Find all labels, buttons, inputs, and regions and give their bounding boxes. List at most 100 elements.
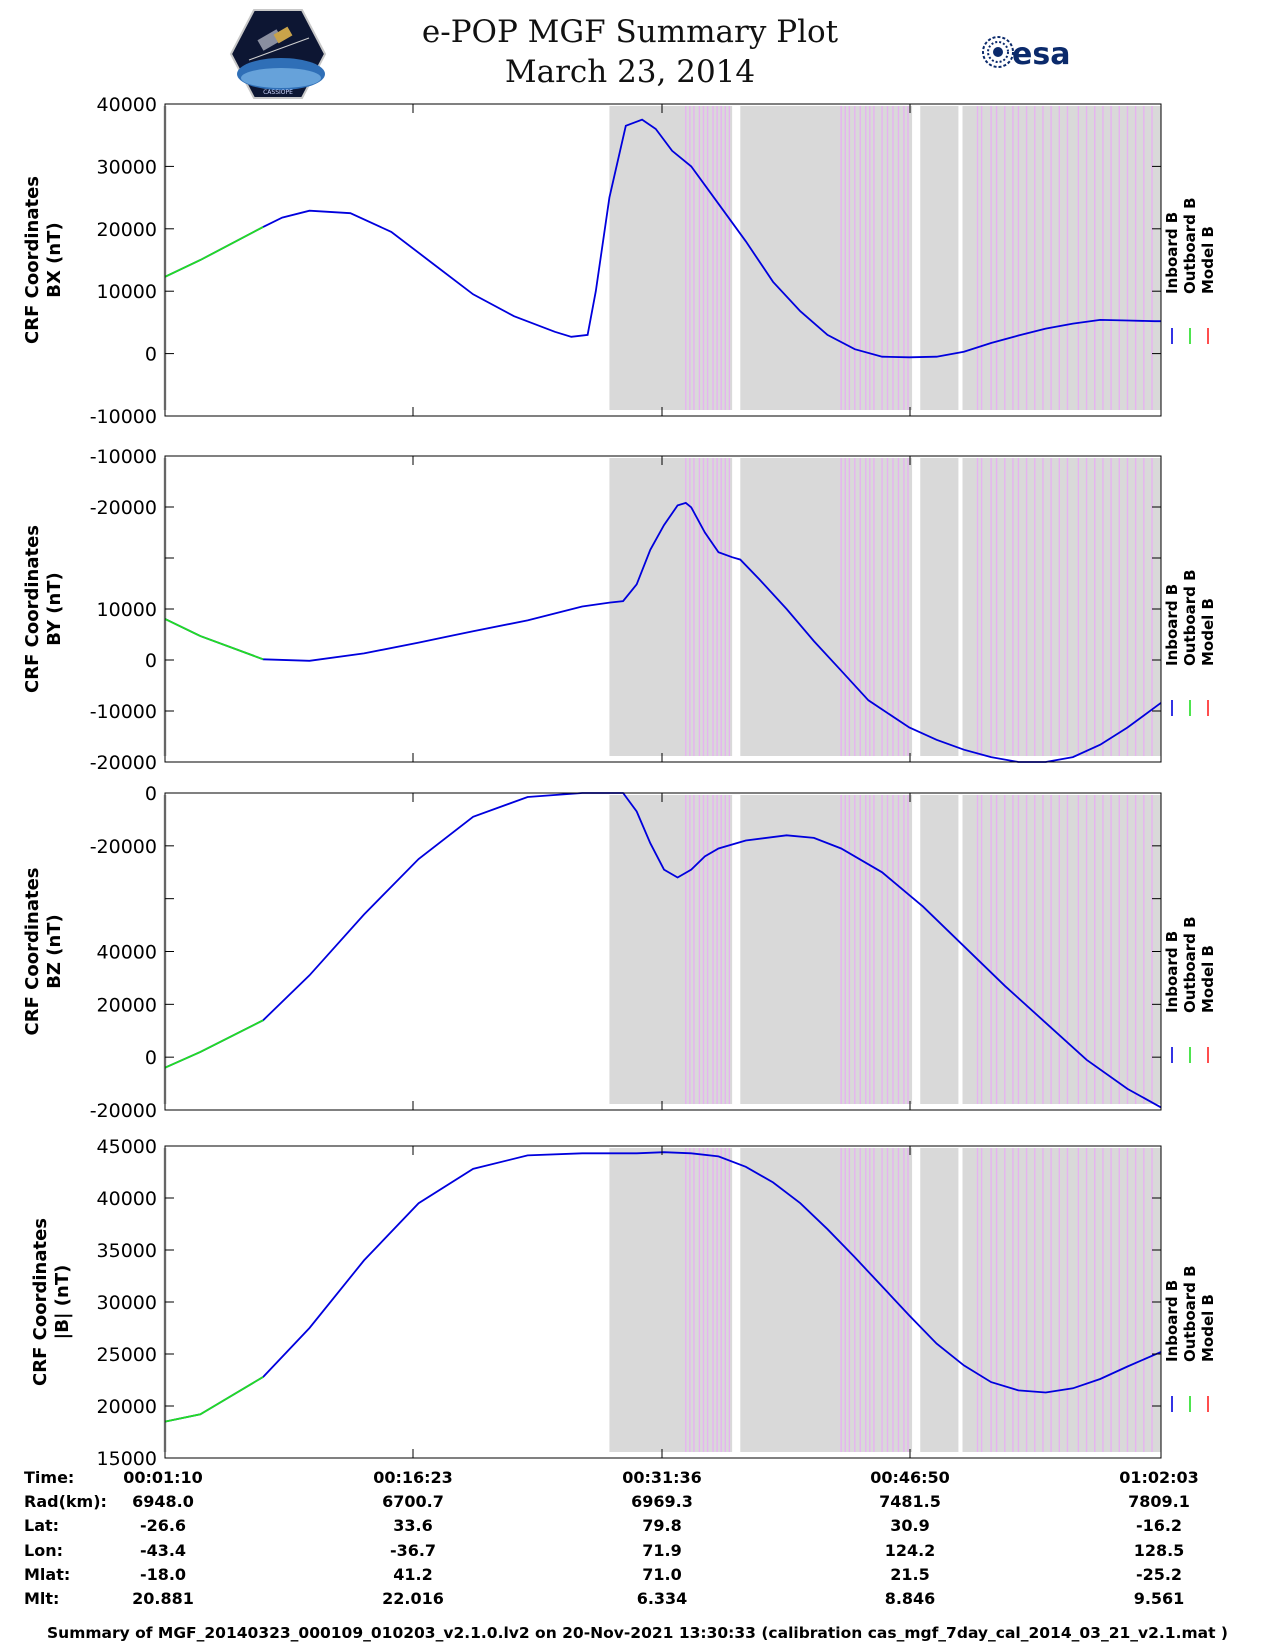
ephemeris-value: -26.6 [139, 1516, 187, 1535]
legend-label: Outboard B [1181, 916, 1199, 1013]
eclipse-shade [962, 1148, 1161, 1452]
ephemeris-value: -16.2 [1135, 1516, 1183, 1535]
eclipse-shade [740, 795, 913, 1104]
chart-area: 40000 30000 20000 10000 0 -10000 CRF Coordinat… [22, 94, 1217, 1470]
series-line-outboard-b [164, 226, 264, 278]
ephemeris-value: 6.334 [636, 1589, 688, 1608]
y-axis-label-line1: CRF Coordinates [22, 868, 43, 1036]
ephemeris-value: 41.2 [393, 1565, 433, 1584]
series-line-inboard-b [164, 501, 1162, 763]
ephemeris-value: 71.9 [642, 1541, 682, 1560]
header: CASSIOPE e-POP MGF Summary Plot March 23… [0, 0, 1275, 100]
legend-label: Model B [1199, 1294, 1217, 1362]
y-axis-label-line1: CRF Coordinates [22, 176, 43, 344]
ephemeris-label: Lat: [24, 1516, 60, 1535]
ephemeris-value: 79.8 [642, 1516, 682, 1535]
ephemeris-value: 6948.0 [132, 1492, 194, 1511]
y-tick-label: -20000 [90, 1100, 157, 1122]
series-line-inboard-b [164, 1151, 1162, 1423]
eclipse-shade [609, 458, 733, 756]
y-tick-label: 30000 [97, 156, 157, 178]
chart-panel-1: 40000 30000 20000 10000 0 -10000 CRF Coordinat… [22, 94, 1217, 428]
ephemeris-value: 00:16:23 [373, 1468, 453, 1487]
eclipse-shade [920, 458, 959, 756]
eclipse-shade [609, 106, 733, 410]
y-axis-label: CRF CoordinatesBZ (nT) [22, 868, 65, 1036]
eclipse-shade [740, 1148, 913, 1452]
svg-text:CASSIOPE: CASSIOPE [263, 89, 293, 96]
legend-label: Outboard B [1181, 1265, 1199, 1362]
ephemeris-label: Lon: [24, 1541, 63, 1560]
ephemeris-value: 128.5 [1133, 1541, 1185, 1560]
chart-panel-2: -10000 -20000 10000 0 -10000 -20000 CRF Coordi… [22, 446, 1217, 774]
y-tick-label: 10000 [97, 281, 157, 303]
ephemeris-value: 20.881 [132, 1589, 194, 1608]
y-tick-label: 40000 [97, 942, 157, 964]
y-axis-label-line1: CRF Coordinates [30, 1218, 51, 1386]
ephemeris-label: Rad(km): [24, 1492, 107, 1511]
esa-logo-icon: esa [982, 36, 1070, 72]
ephemeris-value: 30.9 [890, 1516, 930, 1535]
ephemeris-value: 00:46:50 [870, 1468, 950, 1487]
page-title: e-POP MGF Summary Plot [421, 14, 839, 50]
ephemeris-value: 124.2 [884, 1541, 936, 1560]
y-tick-label: 15000 [97, 1448, 157, 1470]
ephemeris-value: 01:02:03 [1119, 1468, 1199, 1487]
ephemeris-label: Mlat: [24, 1565, 71, 1584]
eclipse-shade [962, 106, 1161, 410]
y-tick-label: 40000 [97, 1188, 157, 1210]
ephemeris-table: Time: Rad(km): Lat: Lon: Mlat: Mlt: 00:01:10 69… [0, 1468, 1275, 1618]
y-axis-label-line2: BZ (nT) [44, 914, 65, 989]
series-line-inboard-b [164, 792, 1162, 1109]
ephemeris-label: Time: [24, 1468, 75, 1487]
series-line-outboard-b [164, 1376, 264, 1423]
ephemeris-value: 00:01:10 [123, 1468, 203, 1487]
y-axis-label: CRF Coordinates|B| (nT) [30, 1218, 73, 1386]
series-line-outboard-b [164, 1019, 264, 1069]
legend-label: Inboard B [1163, 212, 1181, 294]
ephemeris-value: 9.561 [1133, 1589, 1185, 1608]
y-tick-label: 0 [145, 650, 157, 672]
ephemeris-value: 8.846 [884, 1589, 936, 1608]
ephemeris-value: -25.2 [1135, 1565, 1183, 1584]
plot-frame [164, 103, 1162, 417]
legend-label: Model B [1199, 226, 1217, 294]
y-tick-label: 20000 [97, 219, 157, 241]
y-tick-label: 20000 [97, 994, 157, 1016]
eclipse-shade [740, 458, 913, 756]
eclipse-shade [962, 458, 1161, 756]
footer-summary: Summary of MGF_20140323_000109_010203_v2… [47, 1624, 1228, 1642]
y-axis-label-line1: CRF Coordinates [22, 525, 43, 693]
series-line-outboard-b [164, 618, 264, 661]
ephemeris-value: 6700.7 [382, 1492, 444, 1511]
y-tick-label: 20000 [97, 1396, 157, 1418]
eclipse-shade [962, 795, 1161, 1104]
legend-label: Outboard B [1181, 569, 1199, 666]
chart-panel-3: 0 -20000 40000 20000 0 -20000 CRF CoordinatesB… [22, 783, 1217, 1122]
legend-label: Inboard B [1163, 1280, 1181, 1362]
ephemeris-value: 21.5 [890, 1565, 930, 1584]
y-axis-label: CRF CoordinatesBY (nT) [22, 525, 65, 693]
y-axis-label-line2: BY (nT) [44, 572, 65, 646]
y-tick-label: 0 [145, 344, 157, 366]
y-tick-label: -20000 [90, 497, 157, 519]
y-tick-label: 0 [145, 1047, 157, 1069]
y-tick-label: -20000 [90, 836, 157, 858]
cassiope-logo-icon: CASSIOPE [229, 9, 327, 99]
eclipse-shade [609, 795, 733, 1104]
y-tick-label: -10000 [90, 701, 157, 723]
series-line-inboard-b [164, 118, 1161, 359]
ephemeris-value: 71.0 [642, 1565, 682, 1584]
y-tick-label: 30000 [97, 1292, 157, 1314]
ephemeris-value: -43.4 [139, 1541, 187, 1560]
legend-label: Model B [1199, 598, 1217, 666]
eclipse-shade [920, 1148, 959, 1452]
y-tick-label: 25000 [97, 1344, 157, 1366]
ephemeris-value: 6969.3 [631, 1492, 693, 1511]
legend-label: Inboard B [1163, 931, 1181, 1013]
ephemeris-label: Mlt: [24, 1589, 60, 1608]
y-tick-label: 0 [145, 783, 157, 805]
y-tick-label: -10000 [90, 406, 157, 428]
plot-date: March 23, 2014 [504, 54, 756, 90]
ephemeris-value: 7809.1 [1128, 1492, 1190, 1511]
